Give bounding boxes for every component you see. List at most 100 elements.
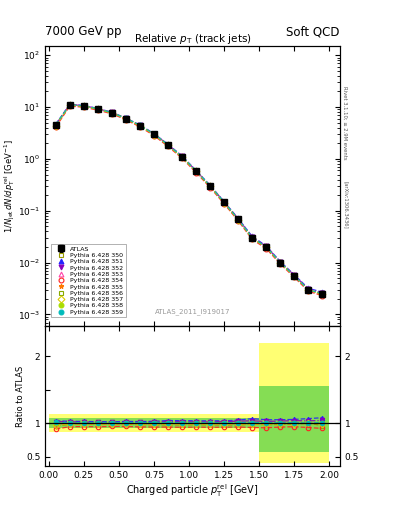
Pythia 6.428 357 — [236, 217, 241, 223]
Pythia 6.428 350 — [278, 260, 283, 266]
Pythia 6.428 358 — [166, 142, 171, 148]
Pythia 6.428 356 — [123, 116, 128, 122]
Pythia 6.428 357 — [292, 273, 297, 280]
Pythia 6.428 358 — [180, 154, 184, 160]
Y-axis label: $1/N_{\mathrm{jet}}\, dN/dp_{\mathrm{T}}^{\mathrm{rel}}$ [GeV$^{-1}$]: $1/N_{\mathrm{jet}}\, dN/dp_{\mathrm{T}}… — [2, 139, 17, 233]
Pythia 6.428 352 — [222, 199, 226, 205]
Pythia 6.428 355 — [236, 217, 241, 223]
Pythia 6.428 356 — [53, 122, 58, 128]
Pythia 6.428 358 — [292, 273, 297, 279]
Pythia 6.428 354 — [110, 111, 114, 117]
Pythia 6.428 358 — [278, 260, 283, 266]
Pythia 6.428 352 — [152, 131, 156, 137]
Y-axis label: Ratio to ATLAS: Ratio to ATLAS — [16, 366, 25, 426]
Line: Pythia 6.428 356: Pythia 6.428 356 — [53, 102, 325, 296]
Pythia 6.428 358 — [236, 217, 241, 223]
Pythia 6.428 353 — [166, 142, 171, 148]
Pythia 6.428 354 — [138, 124, 142, 130]
Legend: ATLAS, Pythia 6.428 350, Pythia 6.428 351, Pythia 6.428 352, Pythia 6.428 353, P: ATLAS, Pythia 6.428 350, Pythia 6.428 35… — [51, 244, 126, 317]
Pythia 6.428 356 — [95, 106, 100, 112]
Pythia 6.428 357 — [194, 168, 198, 175]
Pythia 6.428 358 — [264, 244, 269, 250]
Pythia 6.428 351 — [110, 109, 114, 115]
Pythia 6.428 359 — [68, 102, 72, 108]
Pythia 6.428 355 — [152, 131, 156, 137]
Pythia 6.428 358 — [152, 131, 156, 137]
Pythia 6.428 351 — [68, 101, 72, 108]
Pythia 6.428 352 — [81, 102, 86, 109]
Text: Rivet 3.1.10; ≥ 2.9M events: Rivet 3.1.10; ≥ 2.9M events — [343, 86, 348, 160]
Pythia 6.428 358 — [68, 102, 72, 108]
Pythia 6.428 355 — [123, 116, 128, 122]
Line: Pythia 6.428 354: Pythia 6.428 354 — [53, 104, 325, 298]
Pythia 6.428 358 — [250, 235, 255, 241]
Pythia 6.428 355 — [95, 106, 100, 112]
Pythia 6.428 356 — [222, 199, 226, 205]
Pythia 6.428 358 — [306, 287, 311, 293]
Pythia 6.428 356 — [278, 260, 283, 266]
Pythia 6.428 351 — [320, 289, 325, 295]
Pythia 6.428 354 — [292, 274, 297, 281]
Pythia 6.428 357 — [123, 116, 128, 122]
Pythia 6.428 351 — [123, 115, 128, 121]
Pythia 6.428 352 — [68, 101, 72, 108]
Line: Pythia 6.428 351: Pythia 6.428 351 — [53, 102, 325, 294]
Pythia 6.428 350 — [306, 287, 311, 293]
Pythia 6.428 359 — [53, 122, 58, 128]
Pythia 6.428 354 — [194, 169, 198, 176]
Pythia 6.428 355 — [53, 122, 58, 128]
Pythia 6.428 354 — [250, 237, 255, 243]
Pythia 6.428 357 — [306, 287, 311, 293]
Pythia 6.428 359 — [278, 260, 283, 266]
Pythia 6.428 359 — [292, 273, 297, 279]
Pythia 6.428 358 — [222, 199, 226, 205]
Pythia 6.428 354 — [264, 246, 269, 252]
Pythia 6.428 357 — [264, 244, 269, 250]
Pythia 6.428 357 — [152, 132, 156, 138]
Pythia 6.428 359 — [110, 110, 114, 116]
Line: Pythia 6.428 352: Pythia 6.428 352 — [53, 102, 325, 295]
Pythia 6.428 359 — [81, 103, 86, 109]
Pythia 6.428 359 — [320, 291, 325, 297]
Pythia 6.428 351 — [222, 199, 226, 205]
Pythia 6.428 359 — [180, 154, 184, 160]
Pythia 6.428 354 — [236, 218, 241, 224]
Text: Soft QCD: Soft QCD — [286, 26, 340, 38]
Pythia 6.428 353 — [208, 183, 213, 189]
Pythia 6.428 357 — [278, 260, 283, 266]
Pythia 6.428 351 — [81, 102, 86, 109]
Pythia 6.428 355 — [292, 273, 297, 279]
Pythia 6.428 359 — [222, 199, 226, 205]
Pythia 6.428 358 — [208, 183, 213, 189]
Pythia 6.428 353 — [250, 235, 255, 241]
Pythia 6.428 351 — [306, 285, 311, 291]
Pythia 6.428 353 — [236, 217, 241, 223]
Pythia 6.428 351 — [152, 131, 156, 137]
Pythia 6.428 353 — [264, 244, 269, 250]
Pythia 6.428 352 — [320, 290, 325, 296]
Pythia 6.428 353 — [278, 260, 283, 266]
Pythia 6.428 357 — [166, 142, 171, 148]
Pythia 6.428 351 — [236, 216, 241, 222]
Pythia 6.428 355 — [222, 199, 226, 205]
Pythia 6.428 357 — [180, 154, 184, 160]
Pythia 6.428 350 — [53, 123, 58, 129]
Pythia 6.428 357 — [138, 123, 142, 129]
Pythia 6.428 353 — [194, 168, 198, 175]
Text: ATLAS_2011_I919017: ATLAS_2011_I919017 — [155, 308, 230, 315]
Line: Pythia 6.428 353: Pythia 6.428 353 — [53, 103, 325, 296]
Pythia 6.428 352 — [123, 115, 128, 121]
Pythia 6.428 352 — [180, 153, 184, 159]
Pythia 6.428 354 — [166, 143, 171, 150]
Pythia 6.428 352 — [306, 286, 311, 292]
Pythia 6.428 354 — [81, 104, 86, 110]
Pythia 6.428 354 — [278, 261, 283, 267]
Pythia 6.428 350 — [236, 217, 241, 223]
Pythia 6.428 356 — [81, 103, 86, 109]
Pythia 6.428 355 — [250, 235, 255, 241]
Pythia 6.428 353 — [320, 291, 325, 297]
Pythia 6.428 359 — [250, 234, 255, 241]
Pythia 6.428 352 — [194, 168, 198, 174]
Pythia 6.428 359 — [194, 168, 198, 174]
Pythia 6.428 353 — [110, 110, 114, 116]
